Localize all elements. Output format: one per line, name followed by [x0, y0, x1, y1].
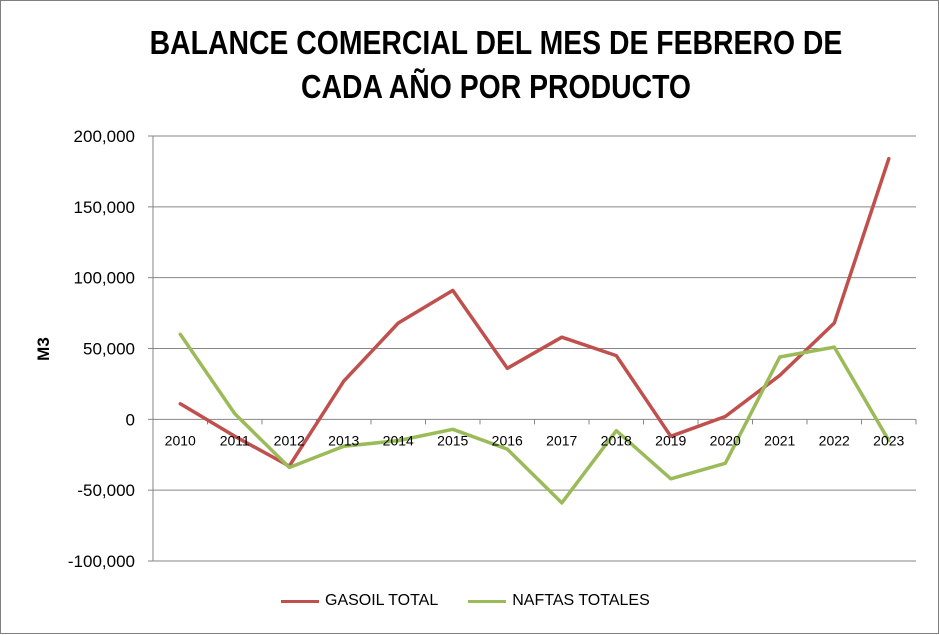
x-tick-label: 2010 [165, 432, 196, 448]
x-tick-label: 2022 [819, 432, 850, 448]
y-axis-title: M3 [34, 337, 53, 361]
series-line-naftas-totales [180, 334, 889, 503]
x-tick-label: 2021 [764, 432, 795, 448]
legend: GASOIL TOTAL NAFTAS TOTALES [281, 592, 680, 610]
y-tick-label: 50,000 [83, 340, 135, 359]
x-tick-label: 2019 [655, 432, 686, 448]
legend-item: NAFTAS TOTALES [468, 592, 650, 610]
x-tick-label: 2014 [383, 432, 414, 448]
x-tick-label: 2011 [220, 432, 250, 448]
legend-swatch [281, 600, 319, 603]
y-tick-label: 0 [126, 410, 135, 429]
y-tick-label: -50,000 [77, 481, 135, 500]
x-tick-label: 2020 [710, 432, 741, 448]
y-tick-label: 200,000 [74, 127, 135, 146]
x-tick-label: 2013 [328, 432, 359, 448]
y-tick-label: 100,000 [74, 269, 135, 288]
x-tick-label: 2012 [274, 432, 305, 448]
legend-label: GASOIL TOTAL [325, 592, 438, 610]
legend-item: GASOIL TOTAL [281, 592, 438, 610]
legend-label: NAFTAS TOTALES [512, 592, 650, 610]
x-tick-label: 2015 [437, 432, 468, 448]
x-tick-label: 2016 [492, 432, 523, 448]
x-tick-label: 2023 [873, 432, 904, 448]
y-tick-label: 150,000 [74, 198, 135, 217]
y-tick-label: -100,000 [68, 552, 135, 571]
legend-swatch [468, 600, 506, 603]
x-tick-label: 2017 [546, 432, 577, 448]
x-tick-label: 2018 [601, 432, 632, 448]
